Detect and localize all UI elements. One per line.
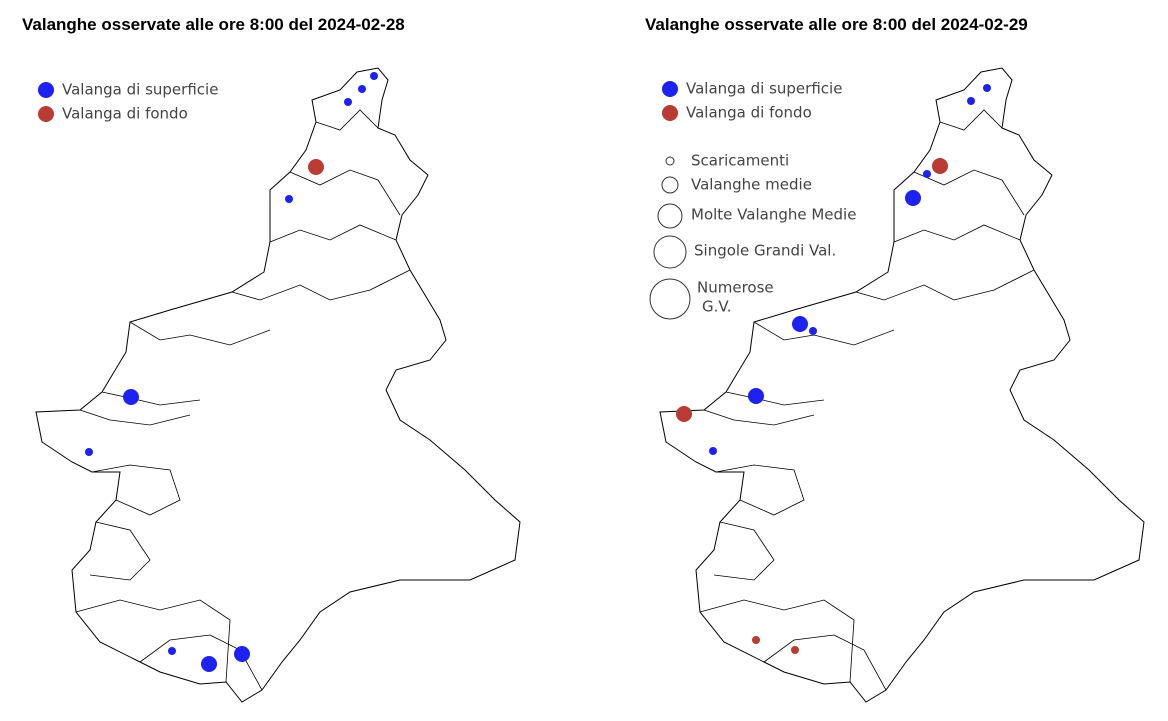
size-label: Numerose — [697, 279, 774, 297]
avalanche-dot — [676, 406, 692, 422]
avalanche-dot — [932, 158, 948, 174]
avalanche-dot — [905, 190, 921, 206]
size-label: Valanghe medie — [691, 176, 812, 194]
size-swatch — [657, 203, 683, 229]
avalanche-dot — [791, 646, 799, 654]
avalanche-dot — [748, 388, 764, 404]
legend-label: Valanga di fondo — [62, 105, 188, 123]
size-label: G.V. — [702, 298, 732, 316]
size-swatch — [649, 278, 691, 320]
avalanche-dot — [709, 447, 717, 455]
region-outline — [35, 67, 521, 703]
avalanche-dot — [923, 170, 931, 178]
avalanche-dot — [809, 327, 817, 335]
size-label: Scaricamenti — [691, 152, 789, 170]
size-swatch — [653, 235, 687, 269]
avalanche-dot — [85, 448, 93, 456]
avalanche-dot — [967, 97, 975, 105]
avalanche-dot — [370, 72, 378, 80]
avalanche-dot — [285, 195, 293, 203]
observations — [676, 84, 991, 654]
legend-swatch — [662, 81, 678, 97]
avalanche-dot — [344, 98, 352, 106]
avalanche-dot — [752, 636, 760, 644]
avalanche-dot — [201, 656, 217, 672]
legend-swatch — [38, 106, 54, 122]
avalanche-dot — [792, 316, 808, 332]
map-right: Valanghe osservate alle ore 8:00 del 202… — [645, 15, 1145, 703]
legend-label: Valanga di superficie — [62, 81, 218, 99]
map-title: Valanghe osservate alle ore 8:00 del 202… — [645, 15, 1028, 34]
avalanche-dot — [983, 84, 991, 92]
legend-swatch — [38, 82, 54, 98]
size-label: Singole Grandi Val. — [694, 242, 836, 260]
size-swatch — [661, 176, 679, 194]
avalanche-dot — [123, 389, 139, 405]
avalanche-dot — [308, 159, 324, 175]
map-left: Valanghe osservate alle ore 8:00 del 202… — [22, 15, 521, 703]
legend-swatch — [662, 105, 678, 121]
observations — [85, 72, 378, 672]
avalanche-dot — [358, 85, 366, 93]
legend-label: Valanga di fondo — [686, 104, 812, 122]
map-title: Valanghe osservate alle ore 8:00 del 202… — [22, 15, 405, 34]
avalanche-dot — [168, 647, 176, 655]
legend-label: Valanga di superficie — [686, 80, 842, 98]
size-swatch — [665, 156, 675, 166]
avalanche-dot — [234, 646, 250, 662]
size-label: Molte Valanghe Medie — [691, 206, 856, 224]
